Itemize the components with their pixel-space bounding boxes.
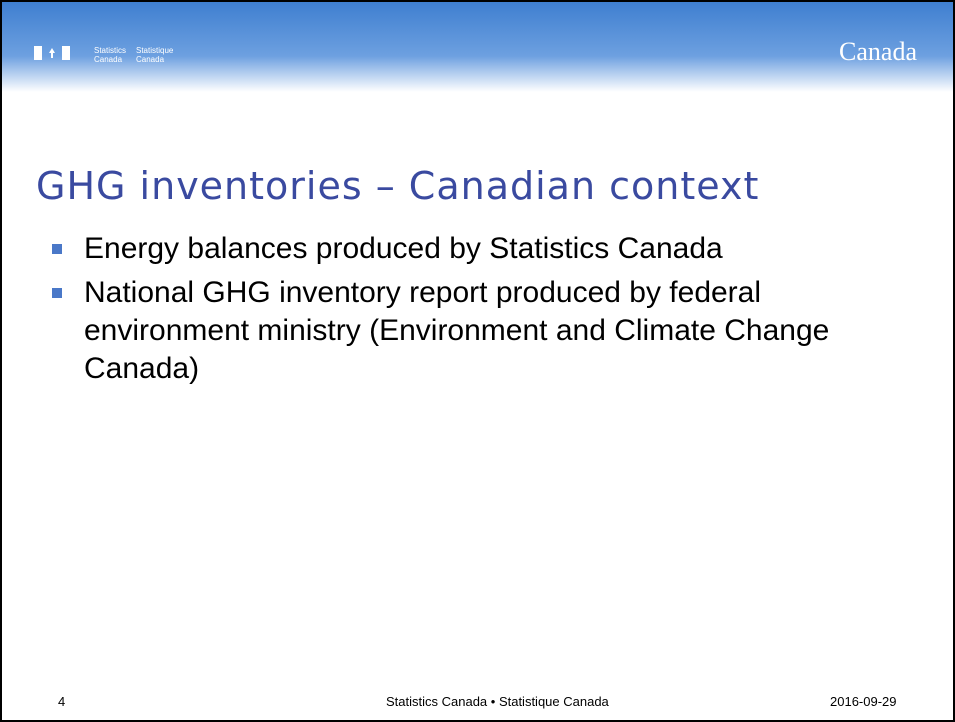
logo-fr: Statistique Canada	[136, 46, 174, 64]
logo-en: Statistics Canada	[94, 46, 127, 64]
page-number: 4	[58, 694, 66, 709]
footer-date: 2016-09-29	[830, 694, 897, 709]
flag	[34, 46, 70, 60]
header-bar: Statistics Canada Statistique Canada Canad…	[2, 2, 953, 92]
bullet-list: Energy balances produced by Statistics C…	[52, 230, 902, 394]
bullet: Energy balances produced by Statistics C…	[52, 230, 902, 268]
footer-text: Statistics Canada • Statistique Canada	[386, 694, 609, 709]
bullet: National GHG inventory report produced b…	[52, 274, 902, 388]
slide-title: GHG inventories – Canadian context	[36, 164, 760, 208]
wordmark: Canada	[839, 37, 917, 66]
